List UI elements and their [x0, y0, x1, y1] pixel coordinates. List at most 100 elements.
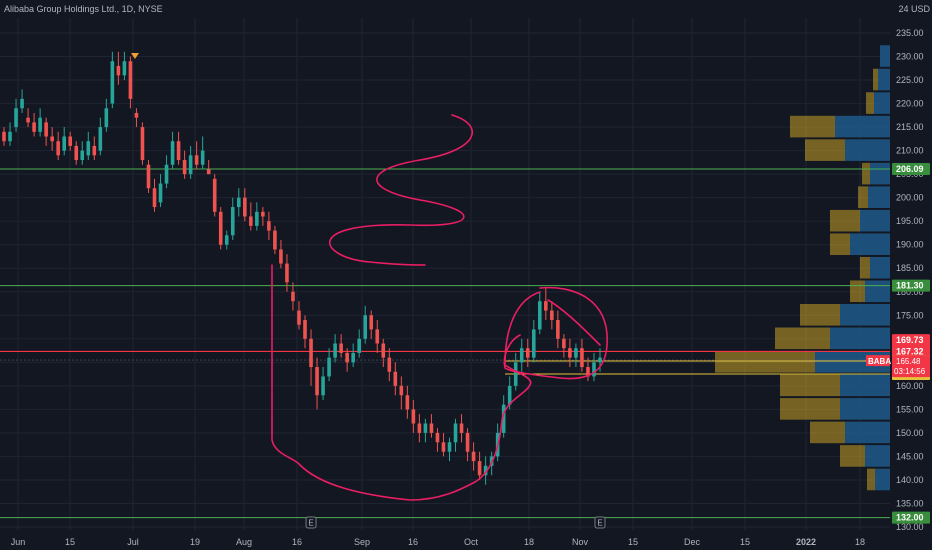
candle	[393, 371, 398, 386]
x-tick-label: 15	[628, 537, 638, 547]
candle	[387, 357, 392, 372]
candle	[447, 442, 452, 452]
x-tick-label: Jul	[127, 537, 139, 547]
candle	[50, 136, 54, 142]
hline-price-label-bg	[892, 279, 930, 292]
volume-bar-gold	[810, 421, 845, 444]
candle	[26, 117, 30, 123]
volume-bar-blue	[830, 327, 890, 350]
candle	[80, 150, 85, 161]
hline-price-label-bg	[892, 163, 930, 176]
candle	[86, 141, 91, 156]
y-tick-label: 195.00	[896, 216, 924, 226]
candle	[357, 338, 361, 353]
y-tick-label: 145.00	[896, 451, 924, 461]
price-label: 167.32	[896, 346, 924, 356]
candle	[453, 423, 458, 443]
candle	[544, 301, 548, 311]
candle	[375, 329, 380, 344]
candle	[249, 216, 253, 226]
candle	[525, 348, 530, 358]
candle	[224, 235, 229, 245]
candle	[92, 145, 97, 156]
chart-title: Alibaba Group Holdings Ltd., 1D, NYSE	[4, 4, 163, 14]
candle	[303, 319, 307, 339]
candle	[8, 131, 12, 142]
y-tick-label: 220.00	[896, 99, 924, 109]
candle	[435, 432, 440, 443]
y-tick-label: 175.00	[896, 310, 924, 320]
bracket-drawing	[271, 264, 541, 501]
volume-bar-blue	[850, 233, 890, 256]
candle	[297, 310, 301, 325]
hline-price-label: 181.30	[896, 281, 924, 291]
earnings-marker: E	[594, 516, 606, 529]
x-tick-label: Jun	[11, 537, 26, 547]
price-label-bg	[892, 334, 930, 347]
volume-bar-gold	[780, 398, 840, 420]
candle	[243, 197, 247, 217]
candle	[20, 98, 24, 109]
triangle-marker	[131, 53, 139, 59]
candle	[128, 61, 133, 99]
volume-bar-blue	[870, 256, 890, 279]
x-tick-label: Dec	[684, 537, 701, 547]
candle	[423, 423, 428, 433]
x-tick-label: 16	[292, 537, 302, 547]
candle	[321, 376, 325, 396]
x-tick-label: 16	[408, 537, 418, 547]
candle	[122, 61, 127, 76]
candle	[152, 188, 157, 208]
volume-bar-blue	[865, 280, 890, 303]
candle	[399, 385, 404, 396]
hline-price-label-bg	[892, 511, 930, 524]
candle	[477, 461, 482, 476]
candle	[134, 112, 139, 118]
hline-price-label: 132.00	[896, 513, 924, 523]
volume-bar-gold	[867, 468, 875, 491]
x-tick-label: 15	[65, 537, 75, 547]
candle	[74, 145, 79, 161]
x-tick-label: 19	[190, 537, 200, 547]
volume-bar-gold	[780, 374, 840, 397]
candle	[507, 385, 512, 405]
candle	[110, 61, 115, 104]
candle	[550, 310, 554, 320]
volume-bar-blue	[878, 68, 890, 91]
volume-bar-blue	[865, 445, 890, 467]
volume-bar-blue	[870, 162, 890, 185]
candle	[345, 352, 349, 363]
hline-price-label: 206.09	[896, 164, 924, 174]
candle	[339, 343, 343, 353]
candle	[176, 141, 181, 161]
candle	[501, 404, 506, 433]
candle	[291, 291, 295, 302]
oval-drawing	[503, 286, 608, 380]
x-tick-label: 18	[524, 537, 534, 547]
candle	[465, 432, 470, 452]
candle	[574, 348, 578, 358]
candle	[267, 221, 271, 231]
volume-profile	[715, 45, 890, 491]
earnings-marker-label: E	[597, 519, 602, 528]
candle	[483, 465, 488, 476]
candle	[411, 409, 416, 424]
candle	[562, 338, 566, 349]
volume-bar-blue	[840, 398, 890, 420]
candle	[170, 141, 175, 165]
candle	[586, 367, 590, 377]
candle	[441, 442, 446, 452]
grid	[0, 18, 890, 530]
x-tick-label: 15	[740, 537, 750, 547]
x-axis: Jun 15 Jul 19 Aug 16 Sep 16 Oct 18 Nov 15 Dec 15 2022 1…	[0, 532, 890, 550]
x-axis-panel	[0, 532, 890, 550]
candle	[531, 329, 536, 358]
volume-bar-blue	[835, 115, 890, 138]
candle	[255, 211, 259, 226]
candle	[104, 108, 109, 128]
candle	[140, 127, 145, 161]
candle	[381, 343, 386, 358]
volume-bar-gold	[858, 186, 868, 208]
